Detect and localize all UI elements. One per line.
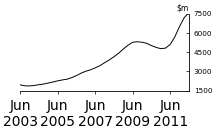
Text: $m: $m bbox=[177, 3, 189, 12]
